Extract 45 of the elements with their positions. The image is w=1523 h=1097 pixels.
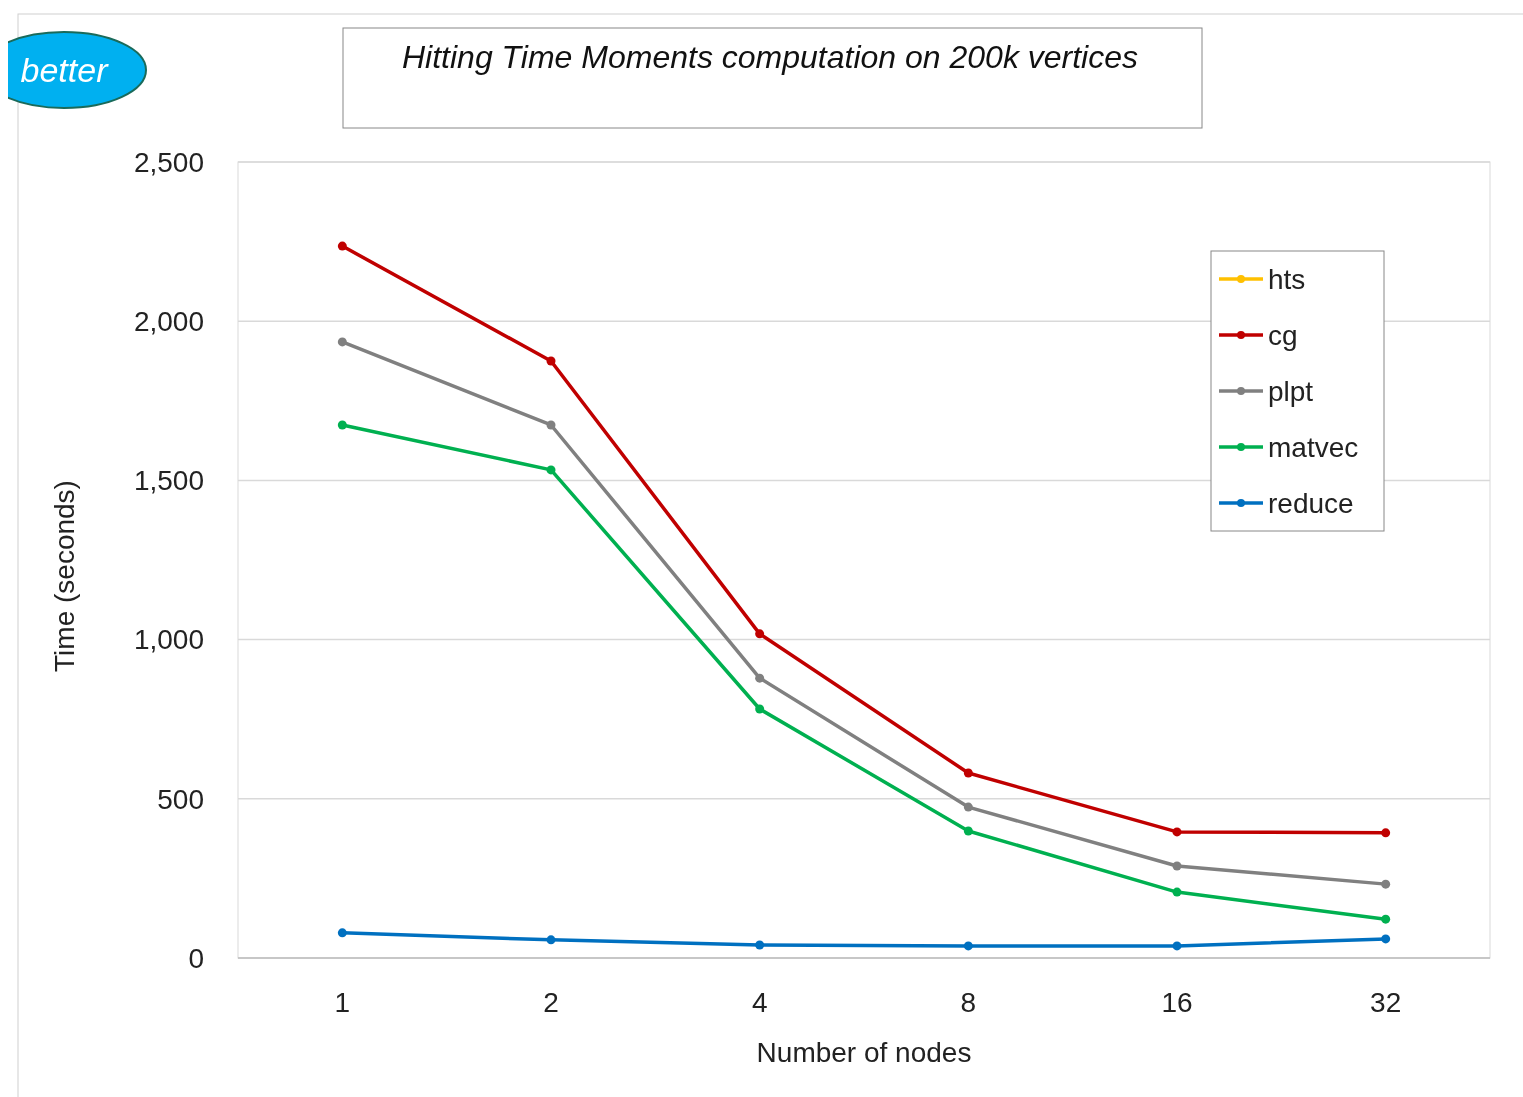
point (337, 420, 347, 430)
text: better (20, 50, 110, 89)
point (337, 337, 347, 347)
point (546, 935, 556, 945)
point (1381, 934, 1391, 944)
point (963, 768, 973, 778)
x-tick-label: 32 (1370, 987, 1402, 1018)
y-tick-label: 1,000 (133, 624, 204, 656)
point (546, 420, 556, 430)
legend-label: reduce (1268, 487, 1354, 519)
point (546, 465, 556, 475)
point (1381, 914, 1391, 924)
legend-label: plpt (1268, 375, 1314, 407)
point (755, 629, 765, 639)
x-axis-title: Number of nodes (756, 1037, 972, 1068)
y-tick-label: 0 (188, 942, 204, 974)
y-axis-title: Time (seconds) (49, 480, 80, 672)
x-tick-label: 16 (1161, 987, 1193, 1018)
point (1381, 879, 1391, 889)
x-tick-label: 1 (334, 987, 351, 1018)
y-tick-label: 2,000 (133, 306, 204, 337)
point (963, 941, 973, 951)
point (1172, 941, 1182, 951)
point (755, 673, 765, 683)
chart-title: Hitting Time Moments computation on 200k vertices (401, 39, 1139, 75)
x-tick-label: 4 (751, 987, 768, 1018)
legend-label: cg (1268, 319, 1298, 351)
x-tick-label: 2 (543, 987, 559, 1018)
x-tick-label: 8 (960, 987, 977, 1018)
point (755, 940, 765, 950)
y-tick-label: 500 (157, 783, 204, 815)
point (963, 826, 973, 836)
point (1172, 827, 1182, 837)
y-tick-label: 1,500 (133, 465, 204, 497)
point (963, 802, 973, 812)
point (1172, 887, 1182, 897)
legend-label: matvec (1268, 431, 1359, 463)
legend-label: hts (1268, 263, 1306, 295)
point (1172, 861, 1182, 871)
y-tick-label: 2,500 (133, 146, 204, 178)
point (1381, 828, 1391, 838)
point (755, 704, 765, 714)
point (337, 928, 347, 938)
point (546, 356, 556, 366)
point (337, 241, 347, 251)
